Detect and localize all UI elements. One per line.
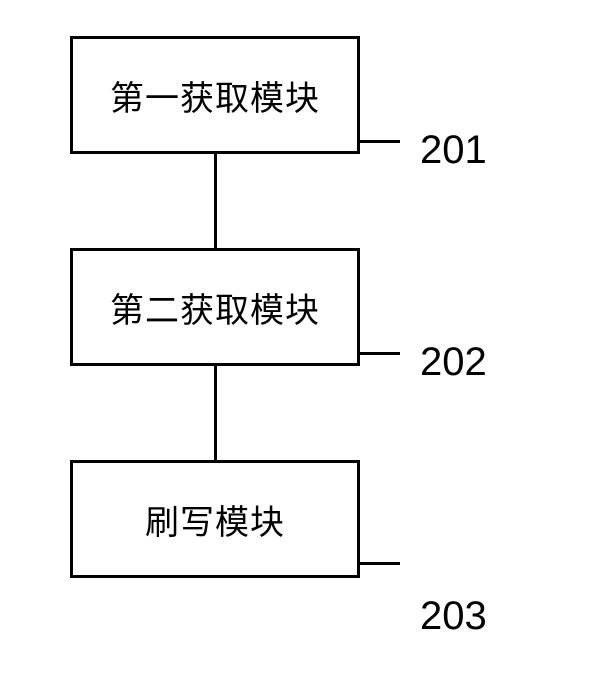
- flowchart-node: 第一获取模块: [70, 36, 360, 154]
- annotation-leader-line: [360, 140, 400, 143]
- flowchart-node: 第二获取模块: [70, 248, 360, 366]
- node-label: 刷写模块: [145, 495, 285, 544]
- node-label: 第一获取模块: [110, 71, 320, 120]
- annotation-leader-line: [360, 562, 400, 565]
- flowchart-node: 刷写模块: [70, 460, 360, 578]
- flowchart-edge: [214, 154, 217, 248]
- annotation-label: 201: [420, 128, 487, 173]
- annotation-label: 203: [420, 594, 487, 639]
- flowchart-edge: [214, 366, 217, 460]
- node-label: 第二获取模块: [110, 283, 320, 332]
- annotation-leader-line: [360, 352, 400, 355]
- annotation-label: 202: [420, 340, 487, 385]
- flowchart-diagram: 第一获取模块 第二获取模块 刷写模块 201 202 203: [0, 0, 607, 678]
